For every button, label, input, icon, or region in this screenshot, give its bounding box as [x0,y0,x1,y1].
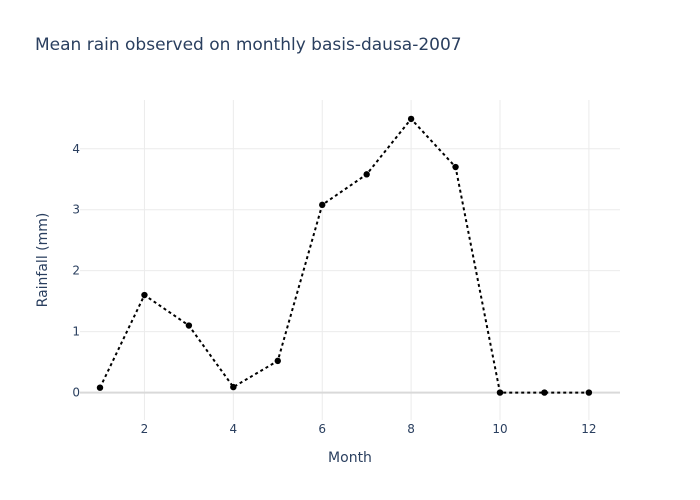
x-tick-label: 4 [230,422,238,436]
data-point[interactable] [541,389,548,396]
y-tick-label: 0 [72,386,80,400]
x-tick-label: 2 [141,422,149,436]
data-point[interactable] [319,201,326,209]
y-tick-label: 4 [72,142,80,156]
data-point[interactable] [452,163,459,171]
chart-title: Mean rain observed on monthly basis-daus… [35,35,462,55]
y-tick-label: 2 [72,264,80,278]
series-rainfall [96,115,593,396]
x-tick-label: 10 [492,422,507,436]
data-point[interactable] [496,389,504,396]
data-point[interactable] [96,384,104,391]
y-tick-label: 3 [72,203,80,217]
data-point[interactable] [141,291,148,299]
x-axis-title: Month [328,450,372,466]
series-line [99,117,589,394]
y-axis-ticks: 0 1 2 3 4 [72,142,80,400]
data-point[interactable] [363,171,370,178]
x-tick-label: 12 [581,422,596,436]
data-point[interactable] [585,389,593,396]
data-point[interactable] [407,115,415,123]
data-point[interactable] [274,357,281,365]
x-tick-label: 8 [407,422,415,436]
data-point[interactable] [185,322,193,329]
y-axis-title: Rainfall (mm) [35,213,51,308]
data-point[interactable] [230,383,237,391]
x-tick-label: 6 [318,422,326,436]
grid-lines [80,100,620,420]
y-tick-label: 1 [72,325,80,339]
x-axis-ticks: 2 4 6 8 10 12 [141,422,597,436]
